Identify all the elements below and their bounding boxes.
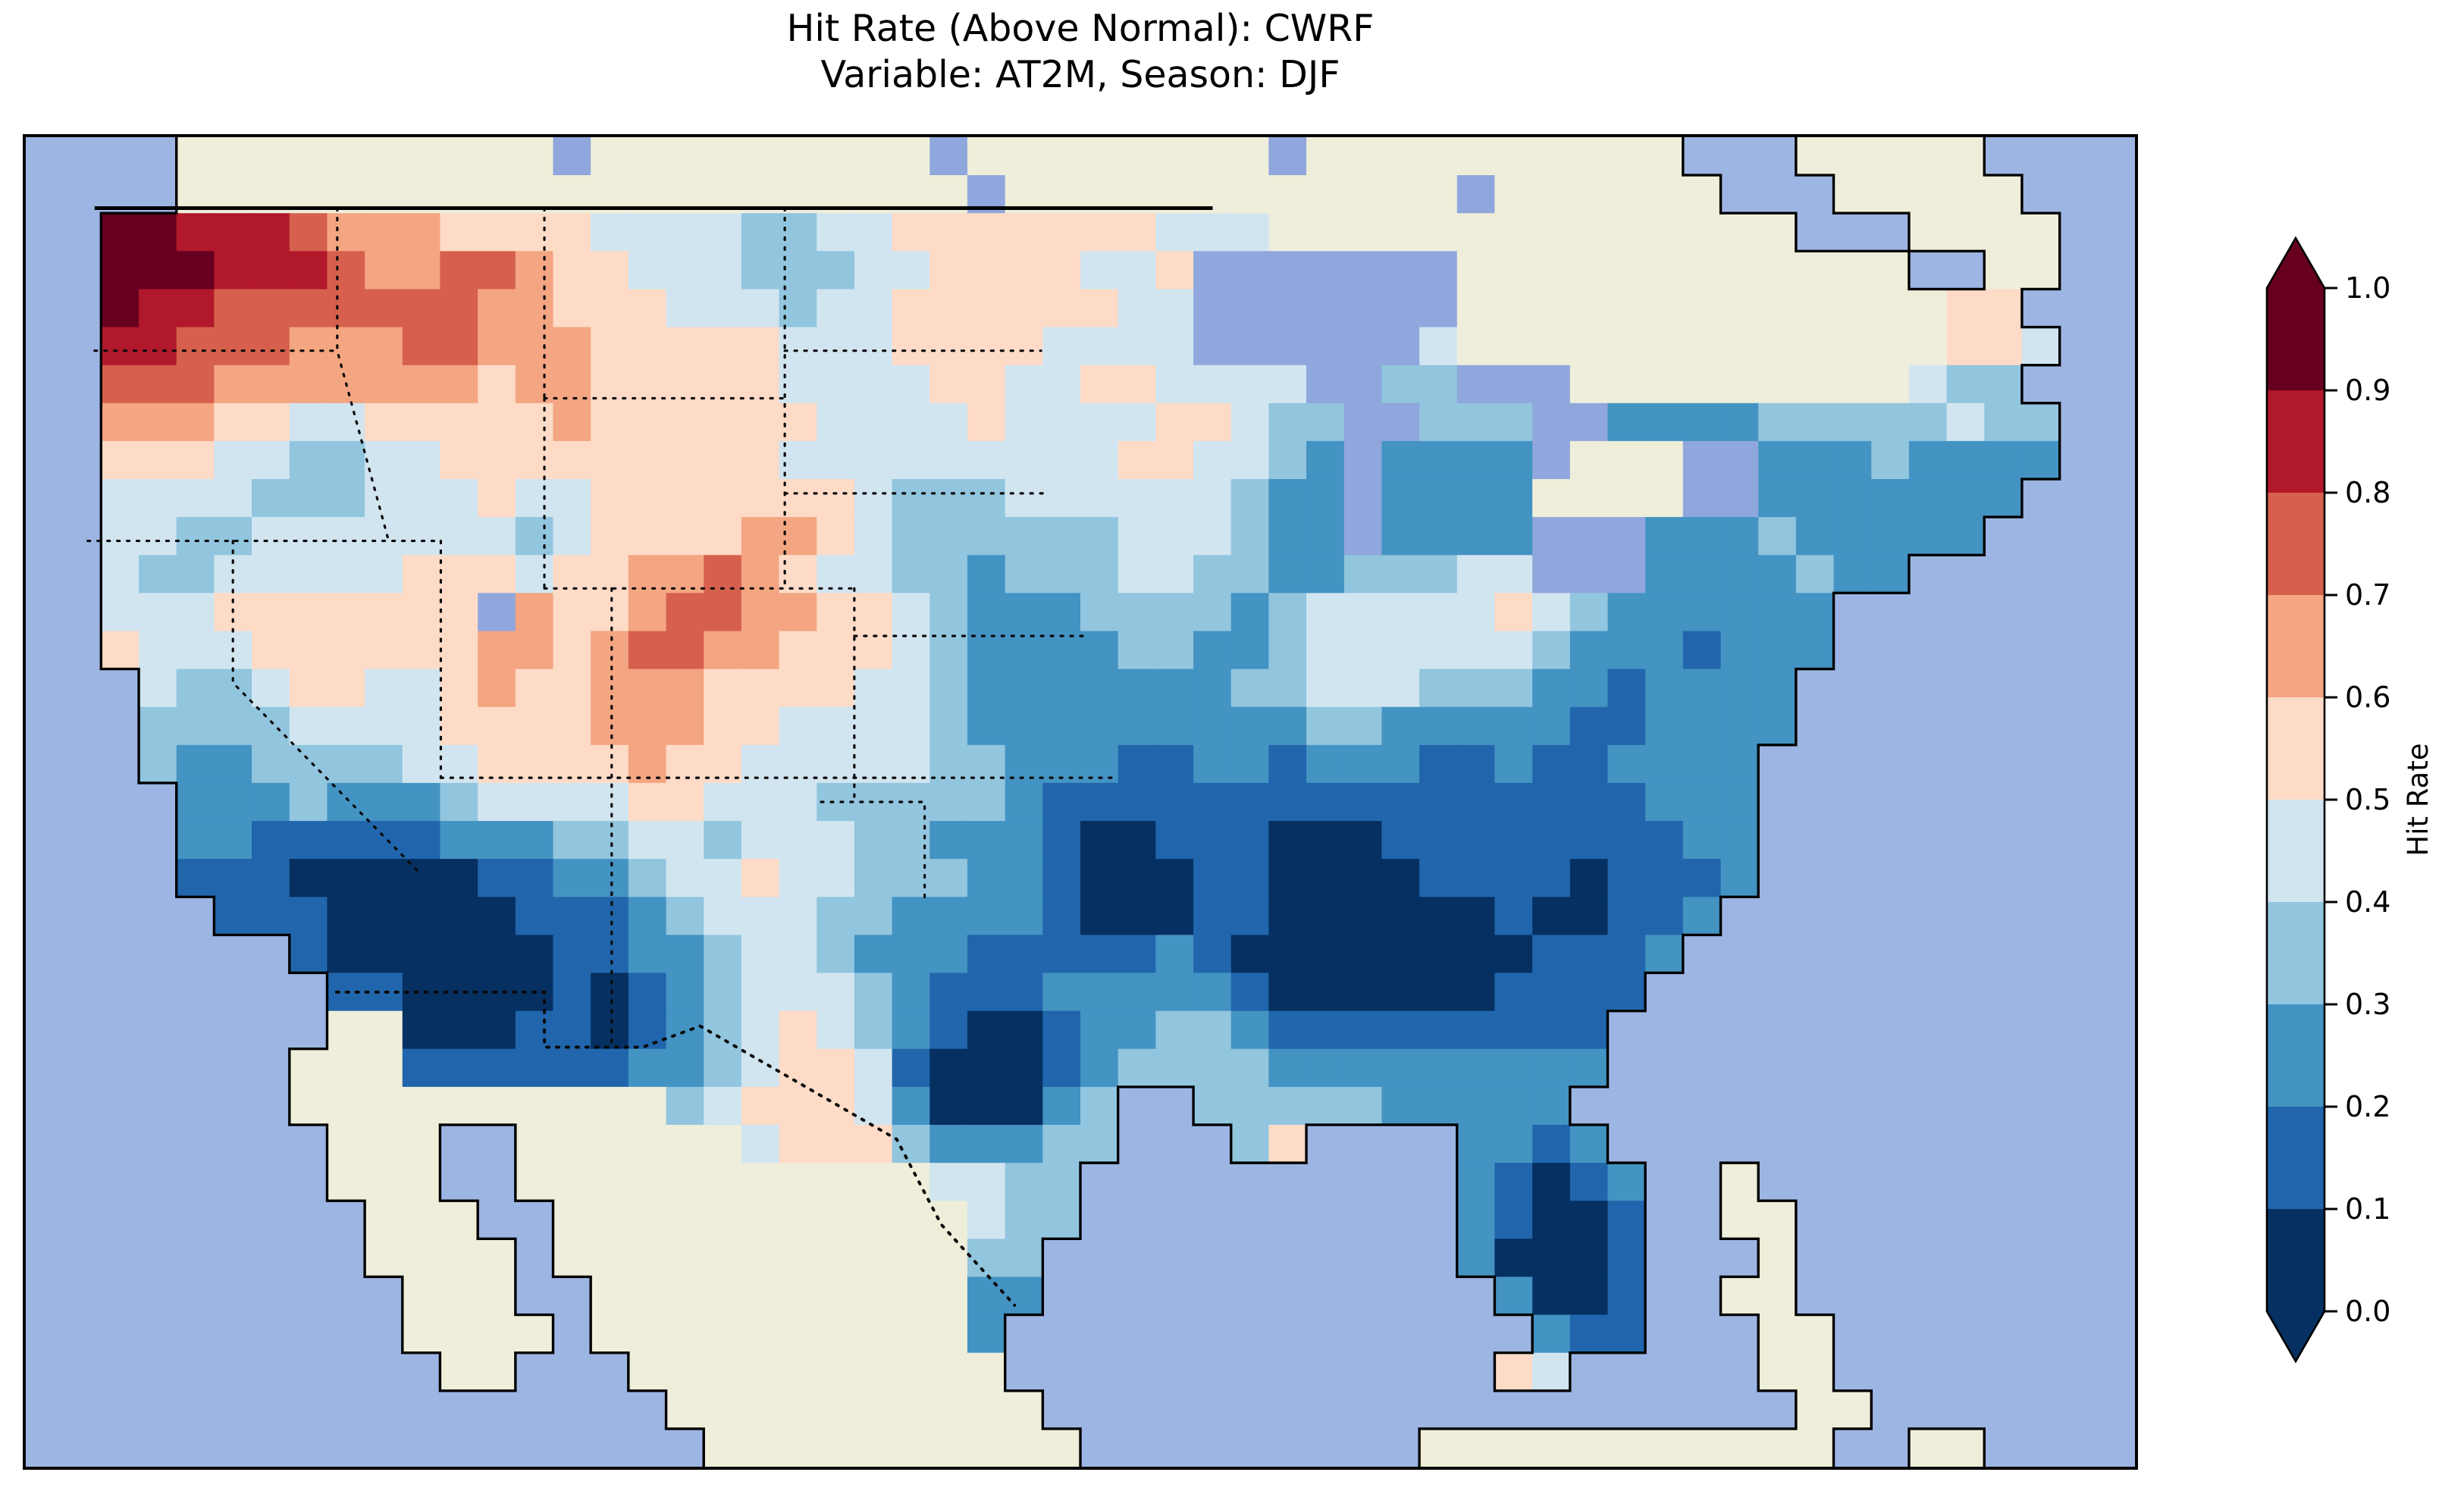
colorbar-ticks: 1.0 0.9 0.8 0.7 0.6 0.5 0.4 0.3 0.2 0.1 0.0 [2324,271,2390,1328]
colorbar-tick-label: 0.8 [2345,476,2390,509]
state-borders [86,206,1113,1049]
colorbar-tick-label: 0.6 [2345,681,2390,714]
colorbar: 1.0 0.9 0.8 0.7 0.6 0.5 0.4 0.3 0.2 0.1 0.0 Hit Ra… [2265,236,2434,1364]
colorbar-tick-label: 0.2 [2345,1090,2390,1123]
colorbar-tick-label: 1.0 [2345,271,2390,305]
colorbar-tick-label: 0.4 [2345,885,2390,919]
title-line-1: Hit Rate (Above Normal): CWRF [786,7,1375,50]
us-hit-rate-map [86,137,2061,1467]
colorbar-axis-label: Hit Rate [2402,743,2434,856]
title-line-2: Variable: AT2M, Season: DJF [820,52,1340,96]
colorbar-tick-label: 0.7 [2345,578,2390,612]
heatmap-grid [101,137,2061,1467]
colorbar-tick-label: 0.9 [2345,374,2390,407]
coastline [99,137,2061,1467]
colorbar-tick-label: 0.0 [2345,1295,2390,1328]
colorbar-tick-label: 0.1 [2345,1192,2390,1226]
colorbar-tick-label: 0.5 [2345,783,2390,816]
colorbar-segments [2267,238,2324,1361]
national-borders [94,206,1213,1307]
colorbar-tick-label: 0.3 [2345,988,2390,1021]
us-mexico-border [334,990,1017,1307]
figure-title: Hit Rate (Above Normal): CWRF Variable: … [23,6,2138,99]
map-panel [23,134,2138,1470]
